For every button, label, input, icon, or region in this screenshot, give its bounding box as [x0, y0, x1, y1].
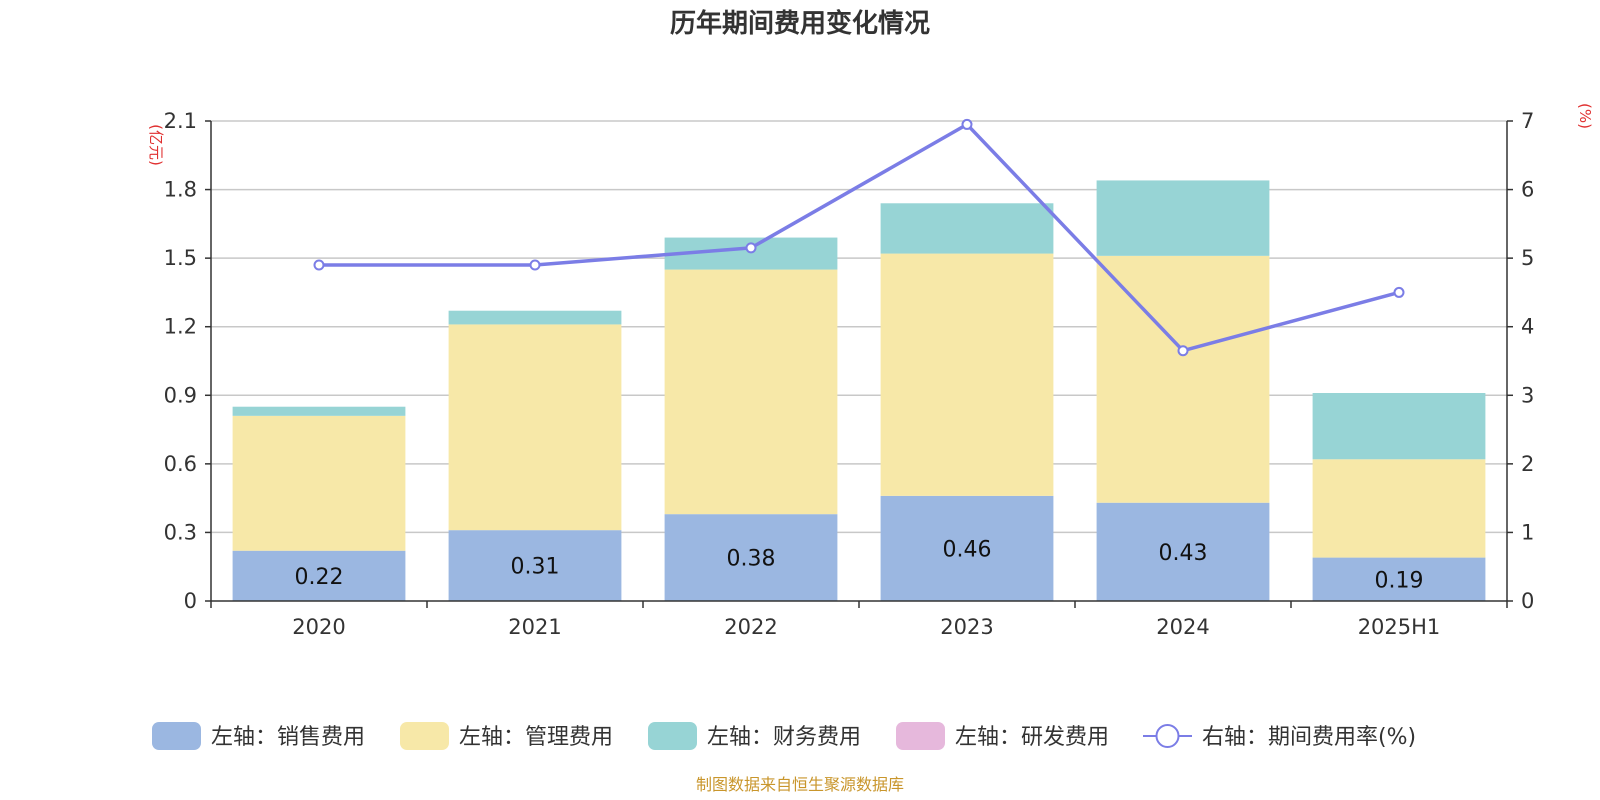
source-note: 制图数据来自恒生聚源数据库: [696, 775, 904, 794]
legend-swatch-marker: [1155, 724, 1180, 748]
x-axis-tick-label: 2021: [508, 615, 561, 639]
legend-swatch: [648, 722, 697, 750]
bar-data-label: 0.46: [943, 537, 992, 562]
right-axis-unit: (%): [1576, 103, 1594, 129]
bar-data-label: 0.19: [1375, 568, 1424, 593]
x-axis-tick-label: 2024: [1156, 615, 1209, 639]
left-axis-unit: (亿元): [147, 124, 165, 166]
bar-segment-2: [1096, 180, 1270, 256]
legend-swatch: [400, 722, 449, 750]
left-axis-tick-label: 1.8: [164, 178, 197, 202]
legend-swatch: [152, 722, 201, 750]
right-axis-tick-label: 3: [1521, 383, 1534, 407]
right-axis-tick-label: 5: [1521, 246, 1534, 270]
line-point: [745, 242, 757, 254]
left-axis-tick-label: 0.6: [164, 452, 197, 476]
bar-segment-1: [880, 253, 1054, 496]
bar-data-label: 0.22: [295, 565, 344, 590]
bar-data-label: 0.31: [511, 555, 560, 580]
bar-segment-2: [448, 310, 622, 325]
right-axis-tick-label: 6: [1521, 178, 1534, 202]
left-axis-tick-label: 1.2: [164, 315, 197, 339]
bar-segment-0: [664, 514, 838, 601]
bar-segment-1: [1096, 255, 1270, 503]
bar-segment-0: [232, 550, 406, 601]
bar-segment-0: [880, 495, 1054, 601]
bar-layer: [232, 180, 1486, 601]
legend-swatch: [896, 722, 945, 750]
chart-title: 历年期间费用变化情况: [670, 8, 930, 39]
bar-segment-1: [1312, 459, 1486, 558]
legend-label: 左轴：财务费用: [707, 725, 861, 750]
right-axis-tick-label: 2: [1521, 452, 1534, 476]
legend-label: 左轴：研发费用: [955, 725, 1109, 750]
bar-segment-1: [664, 269, 838, 515]
bar-segment-0: [1312, 557, 1486, 601]
legend: 左轴：销售费用 左轴：管理费用 左轴：财务费用 左轴：研发费用 右轴：期间费用率(%): [152, 722, 1416, 750]
bar-segment-2: [880, 203, 1054, 254]
line-layer: [313, 118, 1405, 357]
grid-layer: [211, 120, 1507, 534]
legend-label: 右轴：期间费用率(%): [1202, 725, 1416, 750]
bar-segment-2: [232, 406, 406, 416]
left-axis-tick-label: 1.5: [164, 246, 197, 270]
label-layer: 0.22 0.31 0.38 0.46 0.43 0.19: [295, 537, 1424, 593]
bar-segment-0: [1096, 502, 1270, 601]
line-series: [319, 122, 1400, 353]
x-axis-tick-label: 2022: [724, 615, 777, 639]
left-axis-tick-label: 0.9: [164, 383, 197, 407]
legend-label: 左轴：销售费用: [211, 725, 365, 750]
bar-data-label: 0.43: [1159, 541, 1208, 566]
line-point: [1177, 345, 1189, 357]
right-axis-tick-label: 1: [1521, 520, 1534, 544]
line-point: [529, 259, 541, 271]
x-axis-tick-label: 2020: [292, 615, 345, 639]
bar-segment-2: [1312, 393, 1486, 460]
bar-segment-1: [448, 324, 622, 531]
axis-layer: 0 0.3 0.6 0.9 1.2 1.5 1.8 2.1 0 1 2 3 4 5 6 7 2020 2021 20…: [164, 109, 1535, 639]
line-point: [961, 118, 973, 130]
right-axis-tick-label: 7: [1521, 109, 1534, 133]
right-axis-tick-label: 4: [1521, 315, 1534, 339]
line-point: [1393, 286, 1405, 298]
line-point: [313, 259, 325, 271]
right-axis-tick-label: 0: [1521, 589, 1534, 613]
bar-segment-0: [448, 530, 622, 601]
x-axis-tick-label: 2025H1: [1358, 615, 1441, 639]
bar-data-label: 0.38: [727, 547, 776, 572]
legend-label: 左轴：管理费用: [459, 725, 613, 750]
left-axis-tick-label: 2.1: [164, 109, 197, 133]
bar-segment-1: [232, 415, 406, 551]
left-axis-tick-label: 0: [184, 589, 197, 613]
left-axis-tick-label: 0.3: [164, 520, 197, 544]
x-axis-tick-label: 2023: [940, 615, 993, 639]
